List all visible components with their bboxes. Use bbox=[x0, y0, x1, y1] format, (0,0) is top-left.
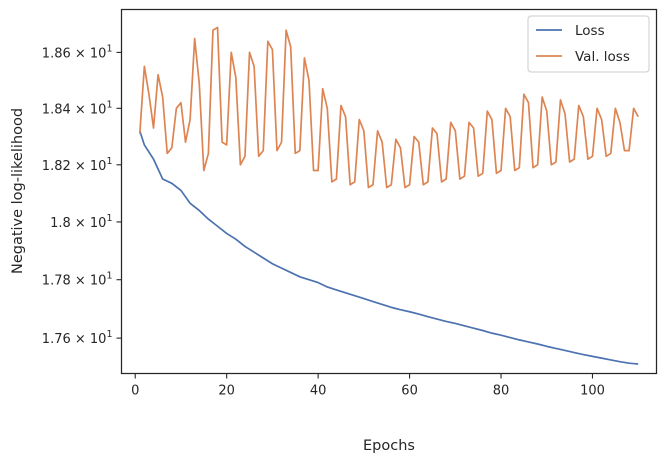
x-axis-label: Epochs bbox=[363, 438, 415, 454]
legend: Loss Val. loss bbox=[527, 15, 650, 73]
series-lines bbox=[138, 26, 639, 365]
y-tick-label: 1.8 × 101 bbox=[50, 213, 112, 231]
series-line-val-loss bbox=[138, 26, 639, 189]
x-tick-label: 0 bbox=[131, 384, 139, 399]
y-axis-ticks: 1.76 × 101 1.78 × 101 1.8 × 101 1.82 × 101 1… bbox=[42, 43, 122, 347]
x-tick-label: 80 bbox=[493, 384, 510, 399]
series-line-loss bbox=[138, 130, 639, 365]
legend-label-val-loss: Val. loss bbox=[575, 49, 630, 65]
y-tick-label: 1.82 × 101 bbox=[42, 156, 113, 174]
x-tick-label: 20 bbox=[218, 384, 235, 399]
y-tick-label: 1.84 × 101 bbox=[42, 99, 113, 117]
y-tick-label: 1.78 × 101 bbox=[42, 271, 113, 289]
x-tick-label: 40 bbox=[310, 384, 327, 399]
y-axis-label: Negative log-likelihood bbox=[10, 108, 26, 274]
x-tick-label: 100 bbox=[580, 384, 605, 399]
x-tick-label: 60 bbox=[401, 384, 418, 399]
y-tick-label: 1.86 × 101 bbox=[42, 43, 113, 61]
legend-label-loss: Loss bbox=[575, 23, 605, 39]
x-axis-ticks: 0 20 40 60 80 100 bbox=[131, 373, 605, 399]
y-tick-label: 1.76 × 101 bbox=[42, 329, 113, 347]
